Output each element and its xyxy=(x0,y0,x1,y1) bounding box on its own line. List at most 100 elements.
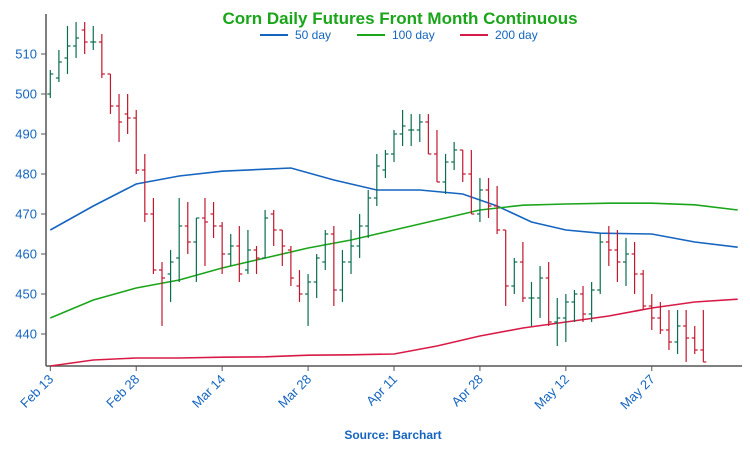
ohlc-bar xyxy=(305,274,312,326)
ohlc-bar xyxy=(322,230,329,270)
ohlc-bar xyxy=(614,230,621,282)
y-tick-label: 480 xyxy=(15,167,37,182)
ohlc-bar xyxy=(700,310,707,363)
ohlc-bar xyxy=(253,246,260,274)
ohlc-bar xyxy=(64,26,71,74)
ohlc-bar xyxy=(468,150,475,215)
ohlc-bar xyxy=(339,250,346,302)
x-tick-label: Mar 28 xyxy=(275,372,314,411)
ohlc-bar xyxy=(348,230,355,274)
ohlc-bar xyxy=(683,310,690,362)
chart-title: Corn Daily Futures Front Month Continuou… xyxy=(222,9,577,28)
ohlc-bar xyxy=(219,222,226,274)
ohlc-bar xyxy=(133,110,140,174)
ma-line-200-day xyxy=(50,298,738,367)
ohlc-bar xyxy=(494,186,501,234)
ohlc-bar xyxy=(47,70,54,98)
ohlc-bar xyxy=(98,34,105,78)
ohlc-bar xyxy=(73,22,80,58)
source-label: Source: Barchart xyxy=(344,428,441,442)
ohlc-bar xyxy=(55,50,62,82)
ohlc-bar xyxy=(580,286,587,322)
ohlc-bar xyxy=(640,270,647,310)
ohlc-bar xyxy=(391,130,397,162)
ohlc-bar xyxy=(90,26,97,50)
ohlc-bar xyxy=(227,234,234,266)
ohlc-bar xyxy=(201,198,208,266)
ohlc-bar xyxy=(433,130,440,183)
ohlc-bar xyxy=(107,73,114,114)
ohlc-bar xyxy=(176,198,183,282)
ohlc-bar xyxy=(373,154,380,206)
ohlc-bar xyxy=(116,94,123,142)
ohlc-bar xyxy=(562,294,569,342)
ohlc-bar xyxy=(124,94,131,134)
ohlc-bar xyxy=(270,210,277,246)
y-tick-label: 450 xyxy=(15,287,37,302)
legend: 50 day 100 day 200 day xyxy=(260,28,538,42)
ohlc-bar xyxy=(313,254,320,298)
ohlc-bar xyxy=(184,202,191,254)
ohlc-bar xyxy=(485,178,492,218)
ohlc-bar xyxy=(262,210,269,259)
x-tick-label: Mar 14 xyxy=(189,372,228,411)
ohlc-bar xyxy=(330,226,337,306)
ohlc-bar xyxy=(459,149,466,182)
ohlc-bar xyxy=(141,154,148,222)
ohlc-bar xyxy=(623,238,629,286)
x-tick-label: May 27 xyxy=(617,372,658,413)
legend-label-200-day: 200 day xyxy=(495,28,538,42)
ohlc-bar xyxy=(588,282,595,322)
ohlc-bar xyxy=(416,114,423,142)
x-tick-label: Apr 28 xyxy=(448,372,486,410)
ohlc-bar xyxy=(287,246,294,286)
legend-label-100-day: 100 day xyxy=(392,28,435,42)
ohlc-bar xyxy=(425,114,432,155)
ohlc-bar xyxy=(511,258,518,294)
ohlc-bar xyxy=(554,298,561,346)
ohlc-bar xyxy=(408,114,415,146)
ohlc-bar xyxy=(193,217,200,282)
price-bars xyxy=(47,22,707,363)
ohlc-bar xyxy=(210,202,217,238)
ohlc-bar xyxy=(279,229,286,266)
ma-line-100-day xyxy=(49,202,738,319)
ohlc-bar xyxy=(451,142,458,170)
ohlc-bar xyxy=(150,198,157,274)
y-axis-ticks: 440 450 460 470 480 490 500 510 xyxy=(15,47,46,342)
x-tick-label: May 12 xyxy=(531,372,572,413)
ohlc-bar xyxy=(631,242,638,294)
ohlc-bar xyxy=(399,110,406,146)
x-tick-label: Apr 11 xyxy=(363,372,400,409)
ohlc-bar xyxy=(519,242,526,302)
ohlc-bar xyxy=(545,262,552,326)
ohlc-bar xyxy=(81,22,88,54)
ohlc-bar xyxy=(356,214,363,258)
ohlc-bar xyxy=(691,326,698,354)
y-tick-label: 460 xyxy=(15,247,37,262)
y-tick-label: 490 xyxy=(15,127,37,142)
legend-label-50-day: 50 day xyxy=(295,28,331,42)
ohlc-bar xyxy=(382,150,389,178)
ohlc-bar xyxy=(159,262,165,326)
ohlc-bar xyxy=(167,250,174,302)
ohlc-bar xyxy=(476,178,483,222)
x-axis-ticks: Feb 13 Feb 28 Mar 14 Mar 28 Apr 11 Apr 28 May … xyxy=(17,366,658,412)
ohlc-bar xyxy=(365,190,372,238)
x-tick-label: Feb 28 xyxy=(103,372,142,411)
ohlc-bar xyxy=(605,226,612,266)
ohlc-bar xyxy=(674,310,681,354)
x-tick-label: Feb 13 xyxy=(17,372,56,411)
ohlc-bar xyxy=(665,310,672,350)
ohlc-bar xyxy=(571,290,578,322)
ohlc-bar xyxy=(442,154,449,194)
ohlc-bar xyxy=(597,234,604,294)
ohlc-bar xyxy=(528,282,535,326)
ohlc-bar xyxy=(236,226,243,282)
y-tick-label: 510 xyxy=(15,47,37,62)
y-tick-label: 470 xyxy=(15,207,37,222)
y-tick-label: 500 xyxy=(15,87,37,102)
ohlc-bar xyxy=(648,294,655,330)
